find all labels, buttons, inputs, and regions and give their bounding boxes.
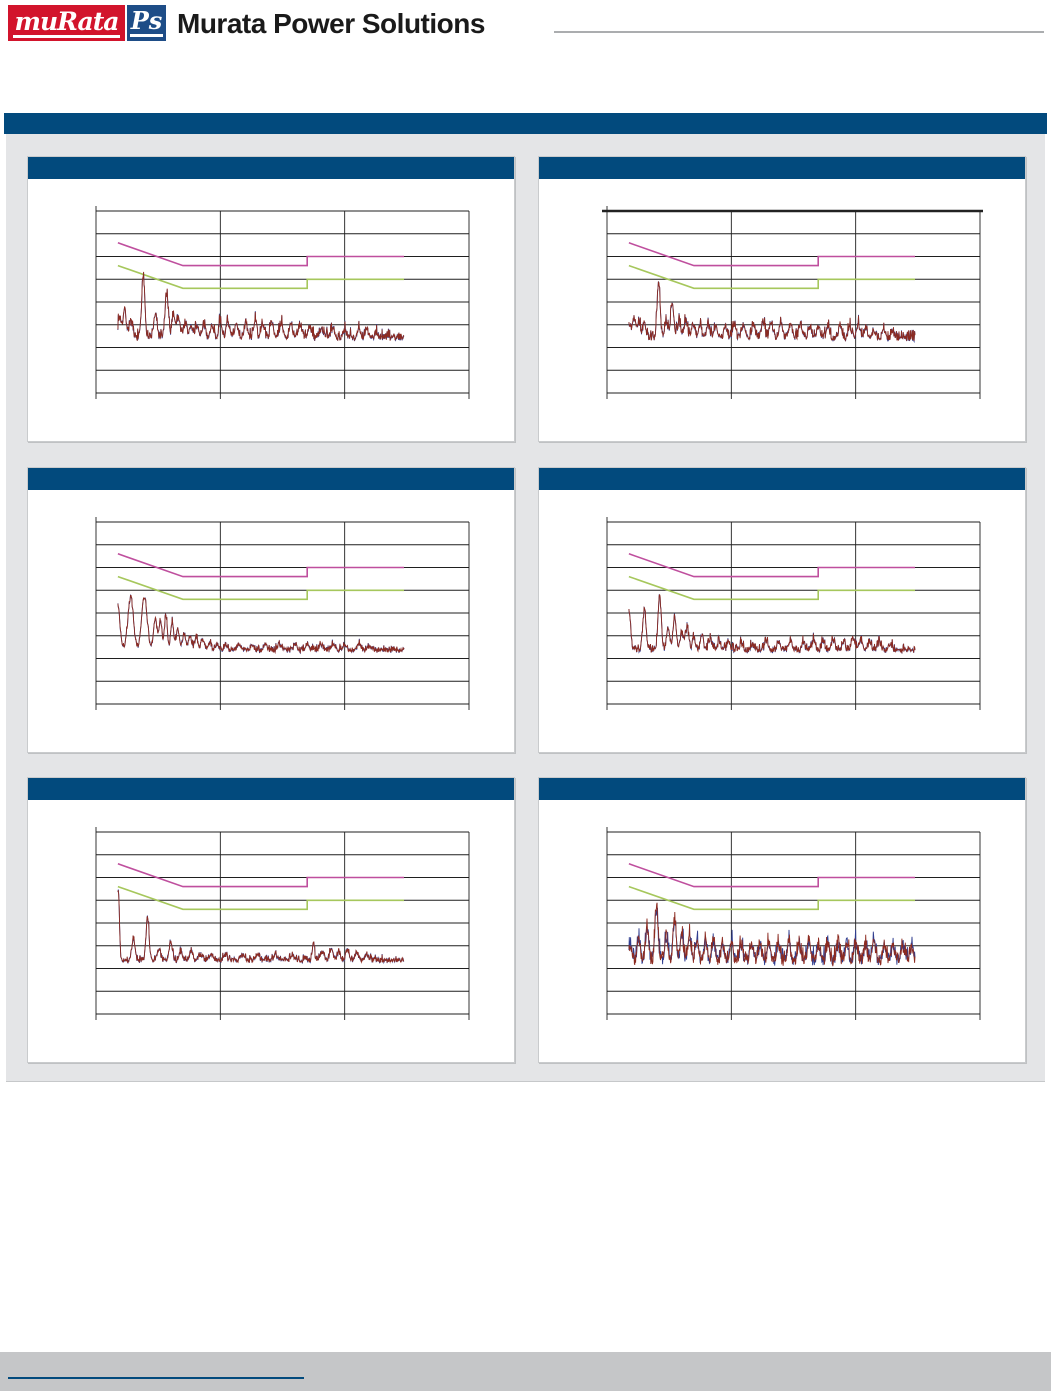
card-body <box>28 800 514 1062</box>
card-body <box>28 179 514 441</box>
footer-rule <box>8 1377 304 1379</box>
card-header-bar <box>539 157 1025 179</box>
card-body <box>28 490 514 752</box>
section-title-bar <box>4 113 1047 134</box>
card-header-bar <box>539 778 1025 800</box>
emi-spectrum-chart <box>606 827 981 1020</box>
card-body <box>539 800 1025 1062</box>
emi-chart-card-bottom-right <box>538 777 1026 1063</box>
card-header-bar <box>539 468 1025 490</box>
emi-chart-card-bottom-left <box>27 777 515 1063</box>
card-header-bar <box>28 157 514 179</box>
brand-title: Murata Power Solutions <box>177 8 485 39</box>
murata-logo: muRata <box>8 5 125 41</box>
emi-chart-card-mid-left <box>27 467 515 753</box>
footer-band <box>0 1352 1051 1391</box>
emi-chart-card-top-left <box>27 156 515 442</box>
emi-spectrum-chart <box>95 827 470 1020</box>
header-rule <box>554 31 1044 33</box>
emi-spectrum-chart <box>606 517 981 710</box>
card-body <box>539 179 1025 441</box>
emi-chart-card-top-right <box>538 156 1026 442</box>
ps-logo-text: Ps <box>129 6 164 37</box>
emi-spectrum-chart <box>95 206 470 399</box>
emi-chart-card-mid-right <box>538 467 1026 753</box>
card-body <box>539 490 1025 752</box>
murata-logo-text: muRata <box>12 6 121 38</box>
emi-spectrum-chart <box>602 206 983 399</box>
card-header-bar <box>28 468 514 490</box>
card-header-bar <box>28 778 514 800</box>
power-solutions-logo: Ps <box>127 5 166 41</box>
emi-spectrum-chart <box>95 517 470 710</box>
